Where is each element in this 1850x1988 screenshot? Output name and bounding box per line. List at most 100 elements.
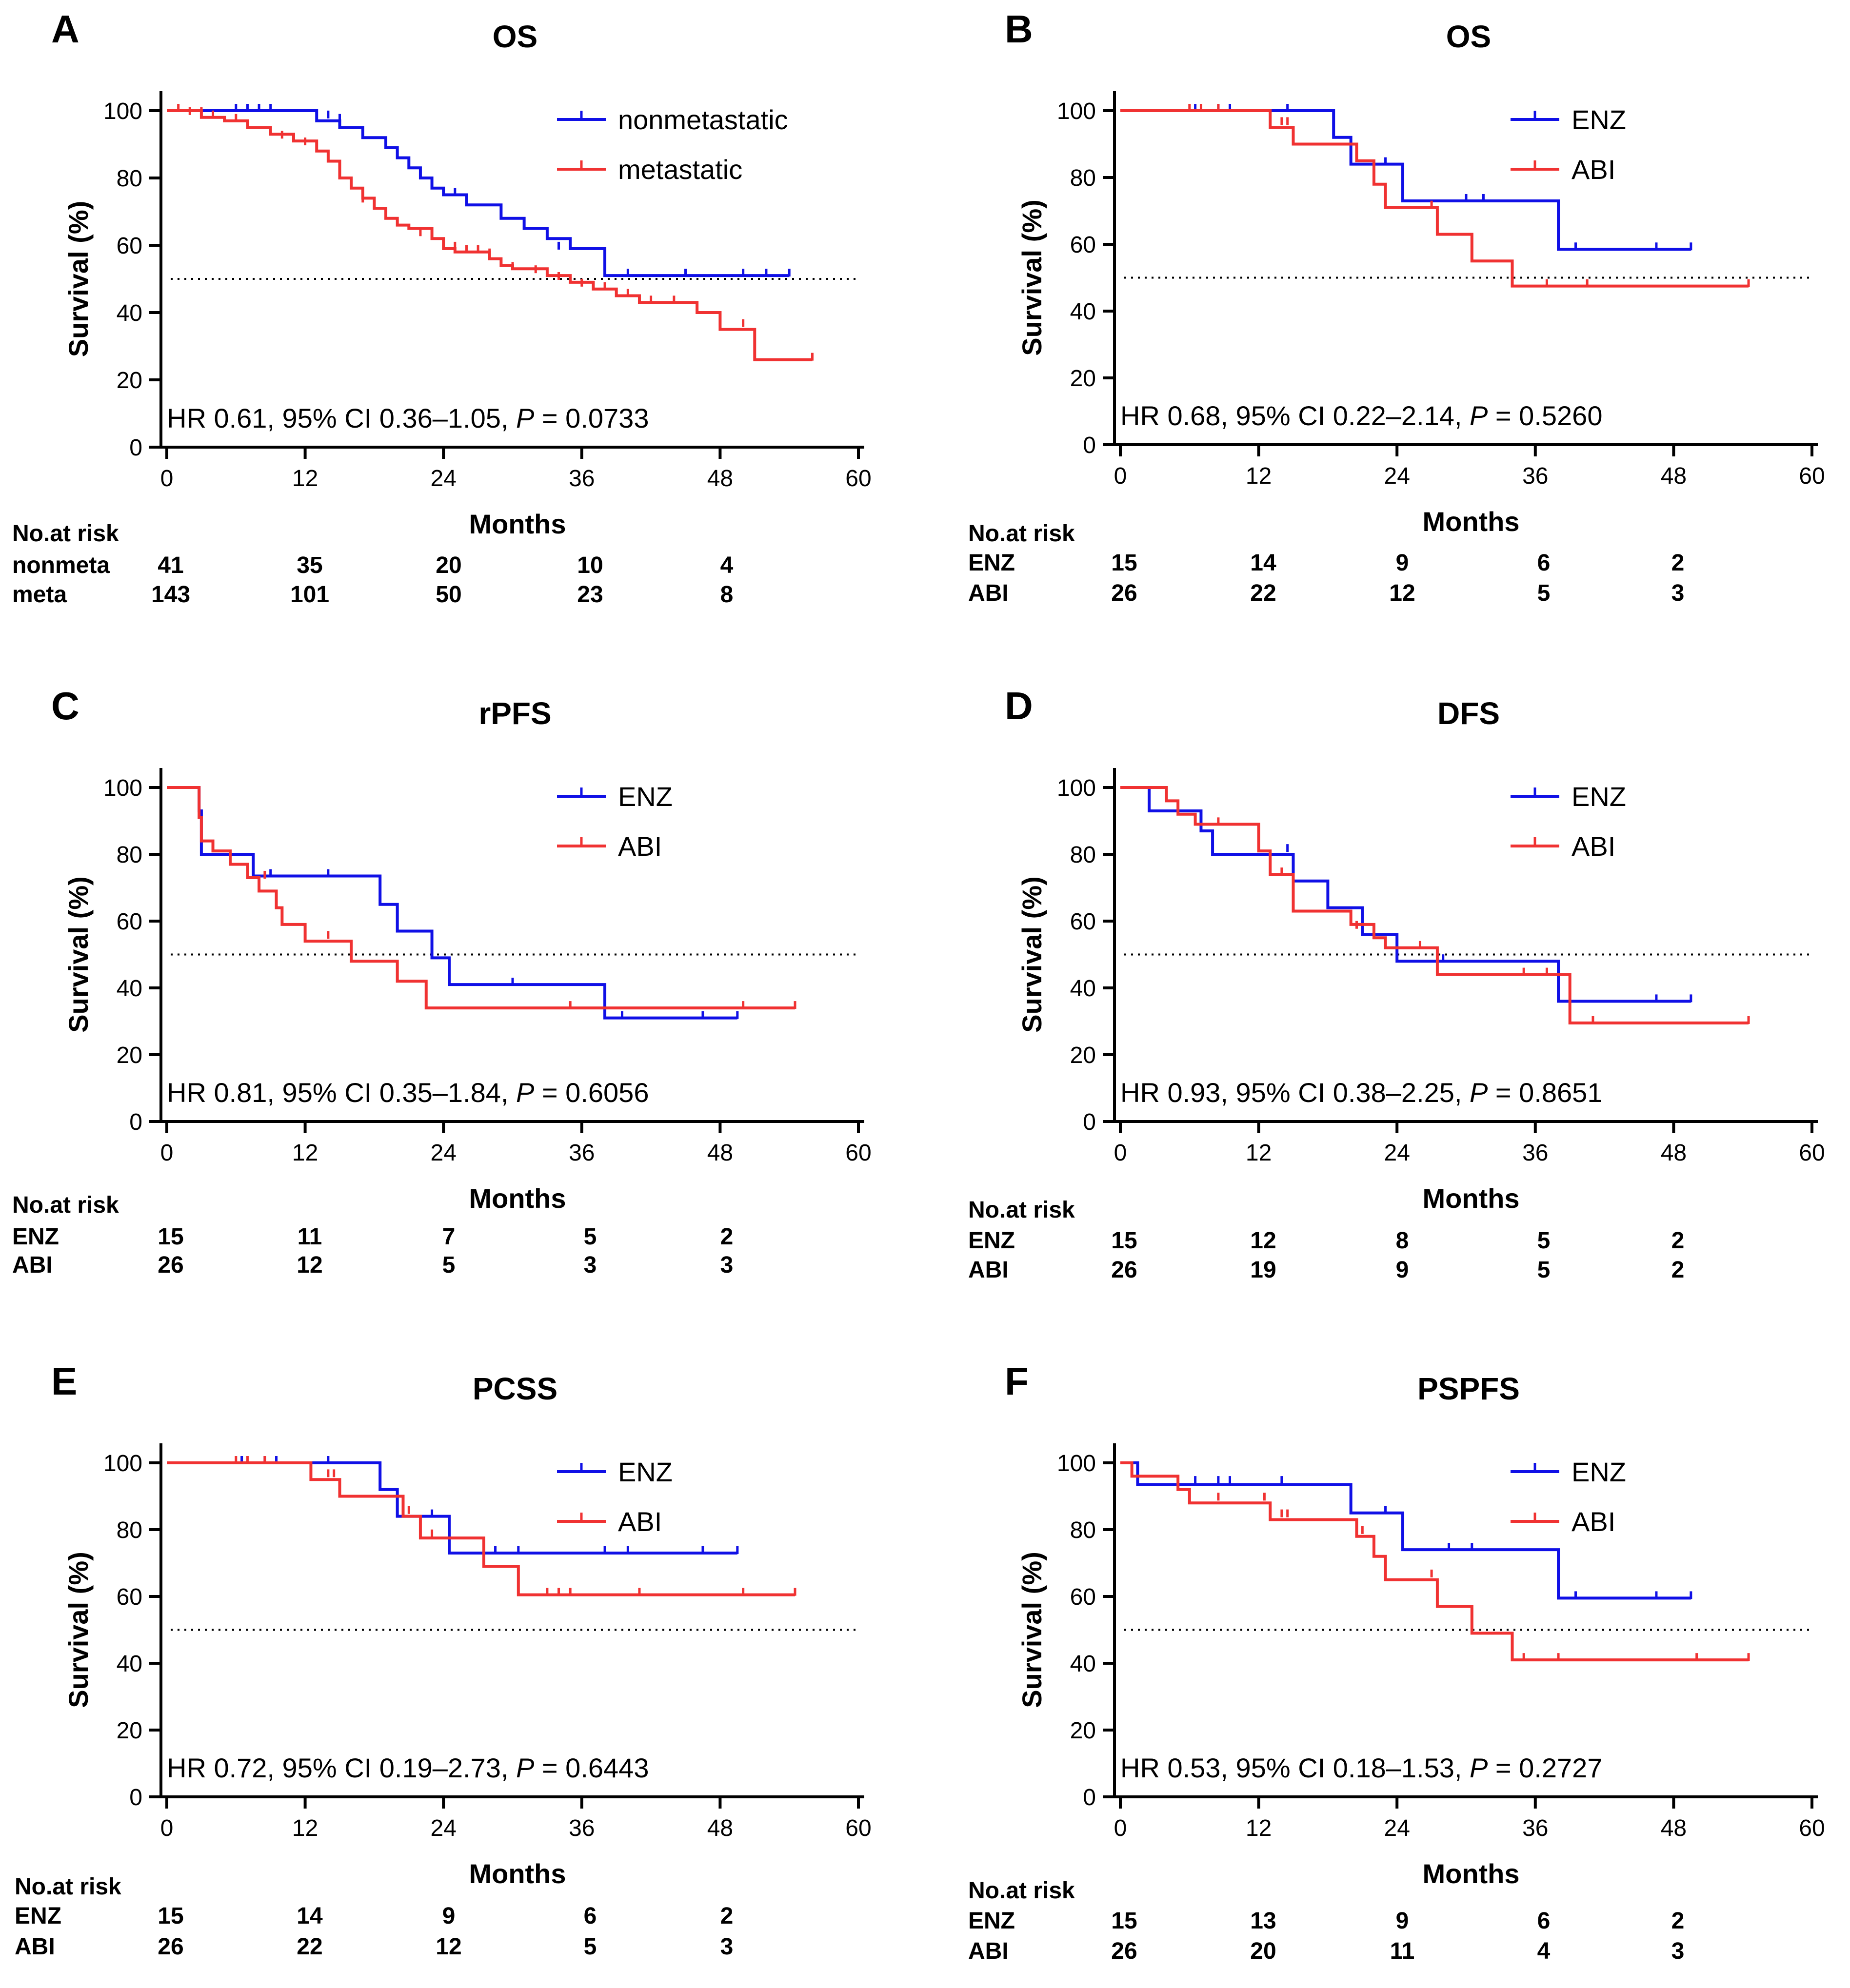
panel-c-x-tick-label: 24: [431, 1140, 457, 1166]
panel-d-risk-value: 26: [1111, 1257, 1137, 1283]
panel-a-hr-part: HR 0.61, 95% CI 0.36–1.05,: [167, 403, 516, 433]
panel-b-x-tick-label: 24: [1384, 463, 1410, 489]
panel-e-risk-label-enz: ENZ: [15, 1903, 61, 1929]
panel-a-risk-value: 35: [297, 552, 322, 578]
panel-d-risk-value: 19: [1250, 1257, 1276, 1283]
panel-c-y-tick-label: 20: [117, 1043, 142, 1068]
panel-e-x-tick-label: 12: [292, 1815, 318, 1841]
panel-b-hr-annotation: HR 0.68, 95% CI 0.22–2.14, P = 0.5260: [1120, 400, 1602, 431]
panel-b-x-axis-title: Months: [1422, 506, 1519, 537]
panel-e-y-tick-label: 40: [117, 1651, 142, 1677]
panel-f-hr-part: = 0.2727: [1488, 1752, 1602, 1783]
panel-c-y-tick-label: 0: [129, 1109, 142, 1135]
panel-a-title: OS: [493, 19, 537, 54]
panel-a-risk-label-nonmeta: nonmeta: [12, 552, 110, 578]
panel-e-legend-label-abi: ABI: [618, 1506, 662, 1537]
panel-e-x-axis-title: Months: [469, 1858, 566, 1889]
panel-f-hr-annotation: HR 0.53, 95% CI 0.18–1.53, P = 0.2727: [1120, 1752, 1602, 1783]
panel-f-x-tick-label: 24: [1384, 1815, 1410, 1841]
panel-d-hr-part: HR 0.93, 95% CI 0.38–2.25,: [1120, 1077, 1470, 1108]
panel-e-risk-value: 6: [584, 1903, 597, 1929]
panel-c-hr-part: = 0.6056: [534, 1077, 649, 1108]
panel-b-risk-value: 15: [1111, 550, 1137, 576]
panel-c-legend-label-enz: ENZ: [618, 781, 673, 812]
panel-b-hr-p: P: [1470, 400, 1488, 431]
panel-a-curve-metastatic: [167, 109, 813, 361]
panel-d-curve-enz: [1120, 786, 1691, 1003]
panel-d-hr-annotation: HR 0.93, 95% CI 0.38–2.25, P = 0.8651: [1120, 1077, 1602, 1108]
panel-c-risk-value: 5: [584, 1224, 597, 1250]
panel-e-x-tick-label: 24: [431, 1815, 457, 1841]
panel-a-y-tick-label: 100: [103, 98, 142, 124]
panel-e-risk-value: 2: [720, 1903, 734, 1929]
panel-f-curve-abi: [1120, 1461, 1749, 1662]
panel-c-risk-value: 3: [584, 1252, 597, 1278]
panel-c-risk-value: 3: [720, 1252, 734, 1278]
panel-c-risk-value: 2: [720, 1224, 734, 1250]
panel-e-legend-label-enz: ENZ: [618, 1457, 673, 1487]
panel-b-risk-label-enz: ENZ: [968, 550, 1015, 576]
panel-f-legend-label-abi: ABI: [1572, 1506, 1615, 1537]
panel-e-risk-value: 15: [158, 1903, 183, 1929]
panel-c-x-tick-label: 60: [845, 1140, 871, 1166]
panel-f-x-axis-title: Months: [1422, 1858, 1519, 1889]
panel-d-x-tick-label: 48: [1661, 1140, 1687, 1166]
panel-e-curve-abi: [167, 1461, 796, 1596]
panel-e-hr-part: HR 0.72, 95% CI 0.19–2.73,: [167, 1752, 516, 1783]
panel-b-x-tick-label: 60: [1799, 463, 1825, 489]
panel-f-risk-header: No.at risk: [968, 1878, 1075, 1904]
panel-a-risk-value: 23: [577, 582, 603, 608]
panel-a-risk-value: 20: [436, 552, 461, 578]
panel-d-curve-abi: [1120, 786, 1749, 1024]
panel-e-risk-label-abi: ABI: [15, 1934, 55, 1960]
panel-a-y-tick-label: 40: [117, 300, 142, 326]
panel-e-hr-annotation: HR 0.72, 95% CI 0.19–2.73, P = 0.6443: [167, 1752, 649, 1783]
panel-c-y-tick-label: 40: [117, 976, 142, 1002]
panel-a-y-tick-label: 20: [117, 368, 142, 394]
panel-e-y-tick-label: 100: [103, 1451, 142, 1476]
panel-e-y-tick-label: 20: [117, 1718, 142, 1744]
panel-b-risk-value: 6: [1537, 550, 1551, 576]
panel-d-legend-label-enz: ENZ: [1572, 781, 1626, 812]
panel-d-legend-label-abi: ABI: [1572, 831, 1615, 862]
panel-b-y-axis-title: Survival (%): [1016, 199, 1047, 356]
panel-c-curve-enz: [167, 786, 737, 1020]
panel-b-risk-value: 22: [1250, 580, 1276, 606]
panel-d-risk-label-enz: ENZ: [968, 1228, 1015, 1254]
panel-e-y-tick-label: 60: [117, 1584, 142, 1610]
panel-d-y-tick-label: 80: [1070, 842, 1096, 868]
panel-b-risk-value: 14: [1250, 550, 1276, 576]
panel-c-x-tick-label: 48: [707, 1140, 733, 1166]
panel-d-risk-value: 9: [1396, 1257, 1409, 1283]
panel-b-y-tick-label: 80: [1070, 165, 1096, 191]
panel-e-risk-header: No.at risk: [15, 1874, 121, 1900]
panel-c-risk-value: 7: [442, 1224, 456, 1250]
panel-b-title: OS: [1446, 19, 1491, 54]
panel-d-y-tick-label: 40: [1070, 976, 1096, 1002]
panel-c-title: rPFS: [478, 696, 551, 731]
panel-a-risk-label-meta: meta: [12, 582, 67, 608]
panel-a-legend-label-nonmetastatic: nonmetastatic: [618, 104, 788, 135]
panel-e-risk-value: 9: [442, 1903, 456, 1929]
panel-f-x-tick-label: 48: [1661, 1815, 1687, 1841]
panel-b-risk-value: 26: [1111, 580, 1137, 606]
panel-a-risk-value: 4: [720, 552, 734, 578]
panel-a-y-tick-label: 60: [117, 233, 142, 259]
panel-d-x-tick-label: 12: [1246, 1140, 1272, 1166]
panel-d-title: DFS: [1437, 696, 1500, 731]
panel-b-x-tick-label: 48: [1661, 463, 1687, 489]
panel-a-risk-header: No.at risk: [12, 521, 119, 547]
panel-f-x-tick-label: 12: [1246, 1815, 1272, 1841]
panel-f-x-tick-label: 60: [1799, 1815, 1825, 1841]
panel-b-hr-part: = 0.5260: [1488, 400, 1602, 431]
panel-b-y-tick-label: 20: [1070, 366, 1096, 392]
panel-a-hr-p: P: [516, 403, 534, 433]
panel-e-title: PCSS: [473, 1371, 557, 1406]
panel-c-y-tick-label: 80: [117, 842, 142, 868]
panel-f-x-tick-label: 36: [1522, 1815, 1548, 1841]
panel-c-risk-value: 26: [158, 1252, 183, 1278]
panel-a-hr-part: = 0.0733: [534, 403, 649, 433]
